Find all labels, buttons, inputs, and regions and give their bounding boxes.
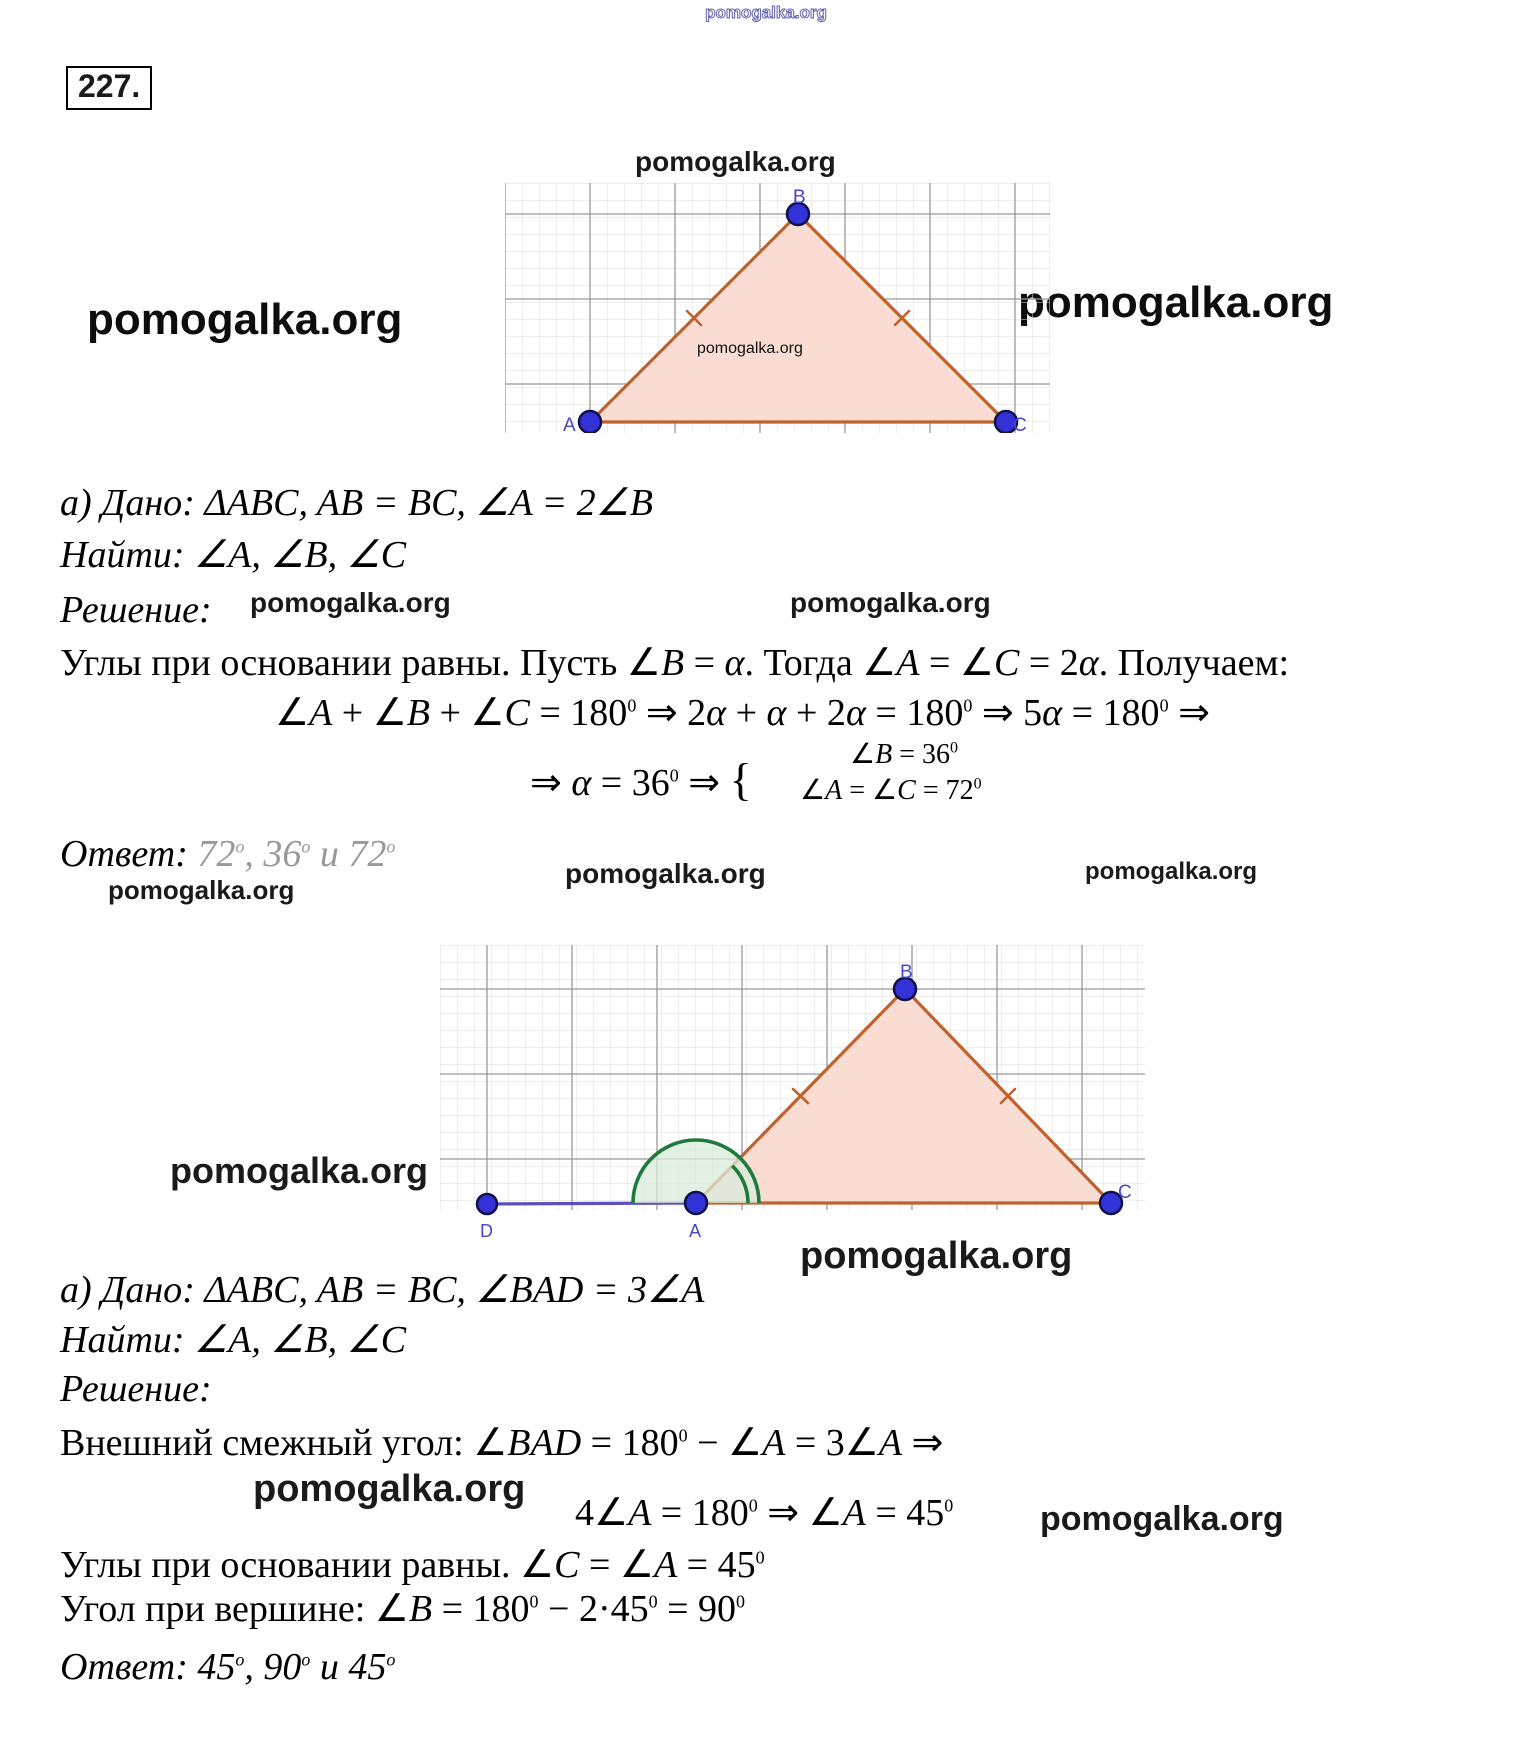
svg-text:B: B [900, 962, 913, 983]
svg-text:pomogalka.org: pomogalka.org [697, 340, 803, 357]
svg-text:B: B [793, 187, 806, 208]
svg-text:D: D [480, 1221, 493, 1241]
svg-text:C: C [1118, 1182, 1132, 1203]
svg-text:A: A [689, 1221, 701, 1241]
svg-text:A: A [563, 415, 576, 433]
svg-text:C: C [1013, 415, 1027, 433]
